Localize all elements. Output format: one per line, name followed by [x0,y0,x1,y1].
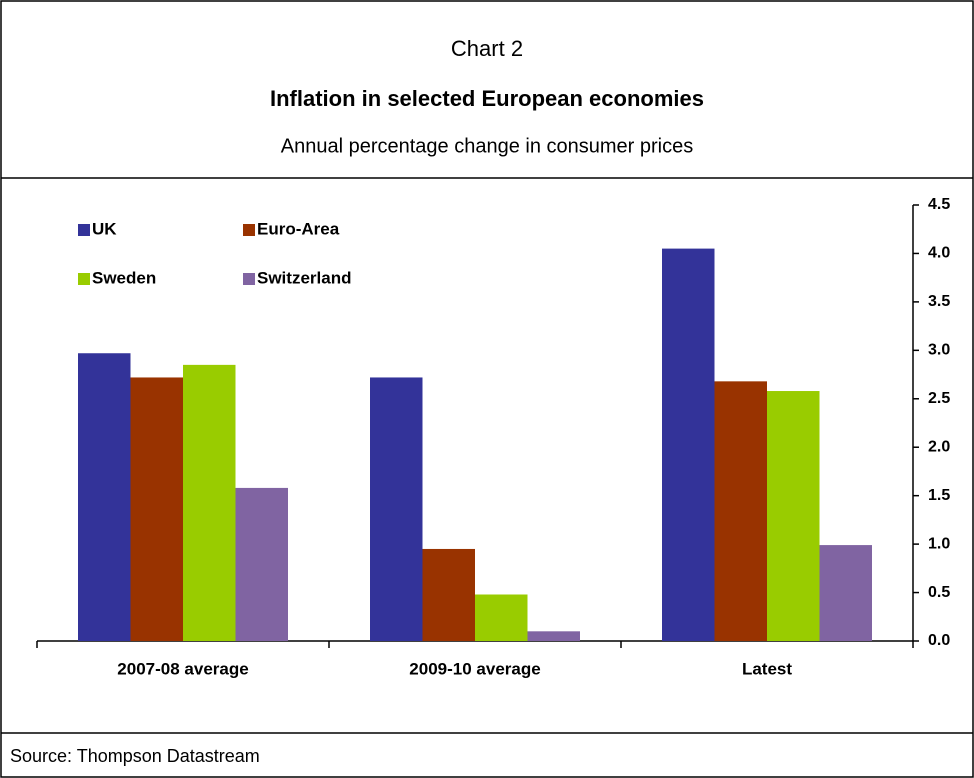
bar [475,594,528,641]
y-tick-label: 4.0 [928,245,950,262]
legend-swatch [78,273,90,285]
bar [767,391,820,641]
legend-label: Switzerland [257,268,351,287]
legend-label: Euro-Area [257,219,340,238]
y-tick-label: 2.5 [928,390,950,407]
y-tick-label: 1.0 [928,535,950,552]
chart-title: Inflation in selected European economies [270,86,704,111]
bar [130,377,183,641]
bar [527,631,580,641]
y-tick-label: 4.5 [928,196,950,213]
legend-label: Sweden [92,268,156,287]
bar [370,377,423,641]
y-tick-label: 1.5 [928,487,950,504]
x-tick-label: 2009-10 average [409,659,540,678]
legend-swatch [78,224,90,236]
chart-label: Chart 2 [451,36,523,61]
bar [235,487,288,641]
x-tick-label: Latest [742,659,792,678]
bar [78,353,131,641]
y-tick-label: 0.0 [928,632,950,649]
bar [183,364,236,641]
bar [662,248,715,641]
legend-label: UK [92,219,117,238]
y-tick-label: 3.0 [928,342,950,359]
source-note: Source: Thompson Datastream [10,746,260,766]
bar [714,381,767,641]
chart-subtitle: Annual percentage change in consumer pri… [281,135,693,157]
bar [422,548,475,641]
y-tick-label: 3.5 [928,293,950,310]
legend-swatch [243,273,255,285]
bar [819,545,872,641]
legend-swatch [243,224,255,236]
y-tick-label: 2.0 [928,438,950,455]
y-tick-label: 0.5 [928,584,950,601]
x-tick-label: 2007-08 average [117,659,248,678]
